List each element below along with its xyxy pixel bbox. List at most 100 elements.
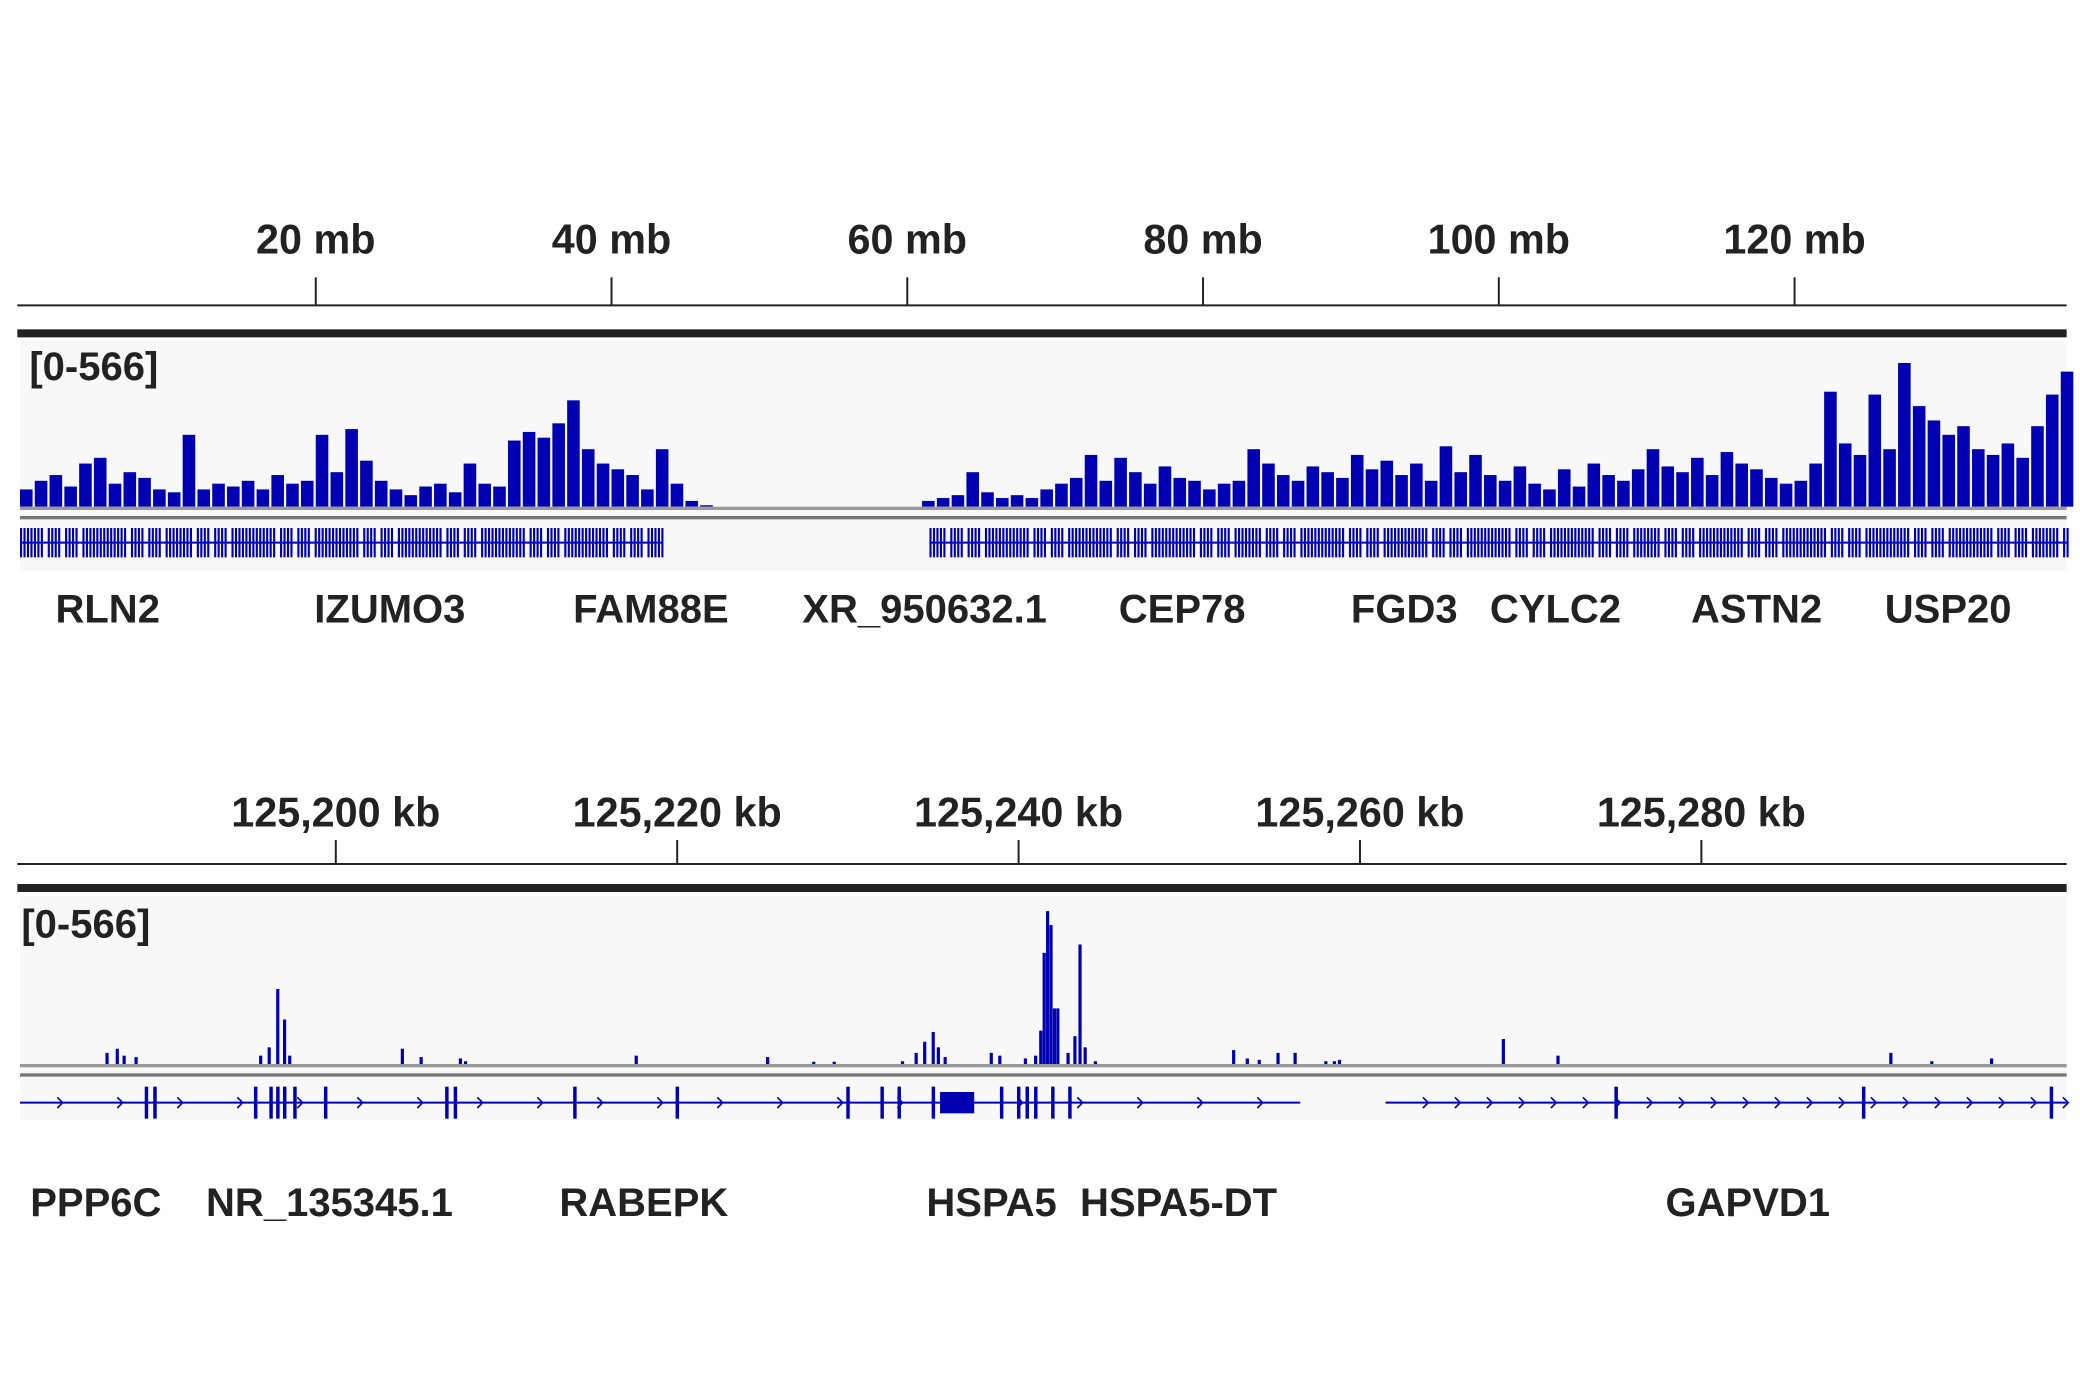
exon-mark xyxy=(1421,528,1424,558)
strand-arrow-icon xyxy=(1678,1096,1686,1109)
exon-mark xyxy=(1948,528,1951,558)
strand-arrow-icon xyxy=(116,1096,124,1109)
signal-bar xyxy=(1838,443,1852,507)
exon-mark xyxy=(675,1086,680,1119)
exon-mark xyxy=(1054,528,1057,558)
exon-mark xyxy=(23,528,26,558)
exon-mark xyxy=(1699,528,1702,558)
exon-mark xyxy=(2007,528,2010,558)
exon-mark xyxy=(1719,528,1722,558)
exon-mark xyxy=(1158,528,1161,558)
exon-mark xyxy=(1175,528,1178,558)
exon-mark xyxy=(1979,528,1982,558)
signal-bar xyxy=(197,489,211,507)
exon-mark xyxy=(1248,528,1251,558)
exon-mark xyxy=(1598,528,1601,558)
exon-mark xyxy=(501,528,504,558)
gene-label: GAPVD1 xyxy=(1666,1181,1831,1225)
exon-mark xyxy=(1459,528,1462,558)
exon-mark xyxy=(1161,528,1164,558)
exon-mark xyxy=(574,528,577,558)
signal-bar xyxy=(276,988,280,1064)
exon-mark xyxy=(1016,528,1019,558)
signal-bar xyxy=(2001,443,2015,507)
exon-mark xyxy=(1127,528,1130,558)
exon-mark xyxy=(1775,528,1778,558)
exon-mark xyxy=(1338,528,1341,558)
exon-mark xyxy=(1508,528,1511,558)
exon-mark xyxy=(1449,528,1452,558)
exon-mark xyxy=(1081,528,1085,558)
signal-bar xyxy=(1824,391,1837,507)
signal-bar xyxy=(79,463,92,507)
exon-mark xyxy=(1823,528,1826,558)
exon-mark xyxy=(1466,528,1469,558)
signal-bar xyxy=(271,475,284,507)
exon-mark xyxy=(106,528,109,558)
signal-bar xyxy=(914,1052,918,1064)
exon-mark xyxy=(950,528,953,558)
exon-mark xyxy=(1432,528,1435,558)
exon-mark xyxy=(1771,528,1774,558)
exon-mark xyxy=(286,528,290,558)
exon-mark xyxy=(1861,1086,1866,1119)
exon-mark xyxy=(2042,528,2045,558)
exon-mark xyxy=(943,528,946,558)
exon-mark xyxy=(491,528,494,558)
exon-mark xyxy=(1036,528,1040,558)
exon-mark xyxy=(124,528,127,558)
signal-bar xyxy=(1898,362,1911,507)
signal-bar xyxy=(923,1041,927,1064)
signal-bar xyxy=(1276,1052,1280,1064)
signal-bar xyxy=(1883,449,1896,507)
signal-bar xyxy=(458,1058,463,1064)
signal-bar xyxy=(943,1057,947,1064)
exon-mark xyxy=(1179,528,1182,558)
strand-arrow-icon xyxy=(1998,1096,2006,1109)
exon-mark xyxy=(988,528,991,558)
exon-mark xyxy=(445,1086,449,1119)
signal-bar xyxy=(981,492,994,507)
signal-bar xyxy=(1143,483,1157,507)
exon-mark xyxy=(401,528,404,558)
exon-mark xyxy=(619,528,622,558)
exon-mark xyxy=(453,528,456,558)
exon-mark xyxy=(1522,528,1525,558)
exon-mark xyxy=(456,528,459,558)
signal-bar xyxy=(1927,420,1941,507)
strand-arrow-icon xyxy=(236,1096,244,1109)
exon-mark xyxy=(144,1086,149,1119)
strand-arrow-icon xyxy=(296,1096,304,1109)
exon-mark xyxy=(1549,528,1553,558)
exon-mark xyxy=(1768,528,1771,558)
signal-bar xyxy=(641,489,654,507)
exon-mark xyxy=(1726,528,1729,558)
exon-mark xyxy=(588,528,591,558)
exon-mark xyxy=(846,1086,850,1119)
strand-arrow-icon xyxy=(1966,1096,1974,1109)
exon-mark xyxy=(1806,528,1809,558)
signal-bar xyxy=(1930,1061,1934,1064)
exon-mark xyxy=(2049,528,2052,558)
exon-mark xyxy=(953,528,956,558)
signal-bar xyxy=(241,480,255,507)
exon-mark xyxy=(248,528,251,558)
exon-mark xyxy=(1917,528,1920,558)
exon-mark xyxy=(974,528,977,558)
signal-bar xyxy=(1046,911,1050,1064)
exon-mark xyxy=(991,528,994,558)
signal-bar xyxy=(1439,446,1453,507)
exon-mark xyxy=(1882,528,1885,558)
signal-bar xyxy=(1957,426,1970,507)
exon-mark xyxy=(1681,528,1684,558)
exon-mark xyxy=(932,528,936,558)
strand-arrow-icon xyxy=(596,1096,604,1109)
exon-mark xyxy=(1168,528,1171,558)
signal-bar xyxy=(1257,1059,1261,1064)
exon-mark xyxy=(1019,528,1022,558)
exon-mark xyxy=(1931,528,1934,558)
exon-mark xyxy=(505,528,508,558)
signal-bar xyxy=(1942,434,1956,507)
exon-mark xyxy=(325,528,328,558)
